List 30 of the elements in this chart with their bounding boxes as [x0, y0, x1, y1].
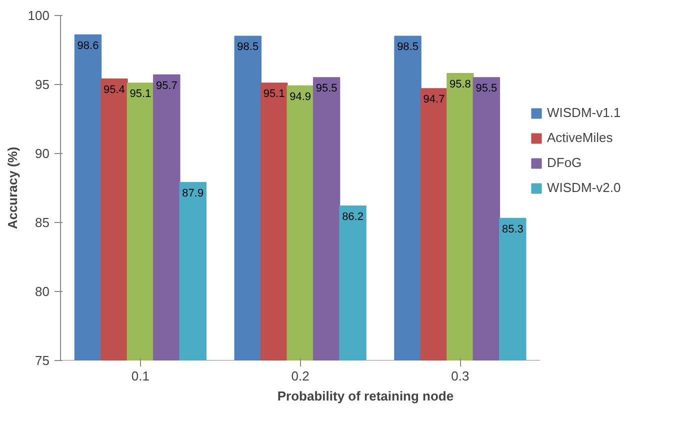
data-label: 98.5: [237, 41, 259, 54]
data-label: 95.1: [263, 88, 285, 100]
y-tick-label: 100: [28, 8, 50, 23]
y-tick-label: 90: [35, 146, 50, 161]
data-label: 85.3: [502, 223, 524, 236]
legend-label: WISDM-v2.0: [547, 180, 621, 195]
x-tick-label: 0.3: [451, 368, 470, 384]
data-label: 95.7: [156, 80, 178, 92]
y-tick-label: 85: [35, 215, 50, 230]
data-label: 94.7: [423, 94, 445, 106]
data-label: 98.6: [77, 40, 99, 52]
data-label: 95.5: [476, 82, 498, 95]
x-tick-label: 0.1: [131, 368, 150, 384]
data-label: 94.9: [290, 90, 312, 103]
y-tick-label: 75: [35, 353, 50, 368]
x-tick-label: 0.2: [291, 368, 310, 384]
x-axis-title: Probability of retaining node: [277, 388, 454, 404]
legend-label: DFoG: [547, 155, 582, 170]
y-tick-label: 95: [35, 77, 50, 92]
data-label: 86.2: [342, 210, 364, 223]
data-label: 95.5: [316, 82, 338, 95]
data-label: 98.5: [397, 41, 418, 54]
legend-label: ActiveMiles: [547, 130, 613, 145]
data-label: 87.9: [182, 187, 204, 200]
data-label: 95.8: [450, 78, 471, 90]
legend-label: WISDM-v1.1: [547, 105, 621, 120]
y-axis-title: Accuracy (%): [4, 146, 20, 230]
data-label: 95.4: [104, 84, 125, 96]
y-tick-label: 80: [35, 284, 50, 299]
data-label: 95.1: [130, 88, 152, 100]
